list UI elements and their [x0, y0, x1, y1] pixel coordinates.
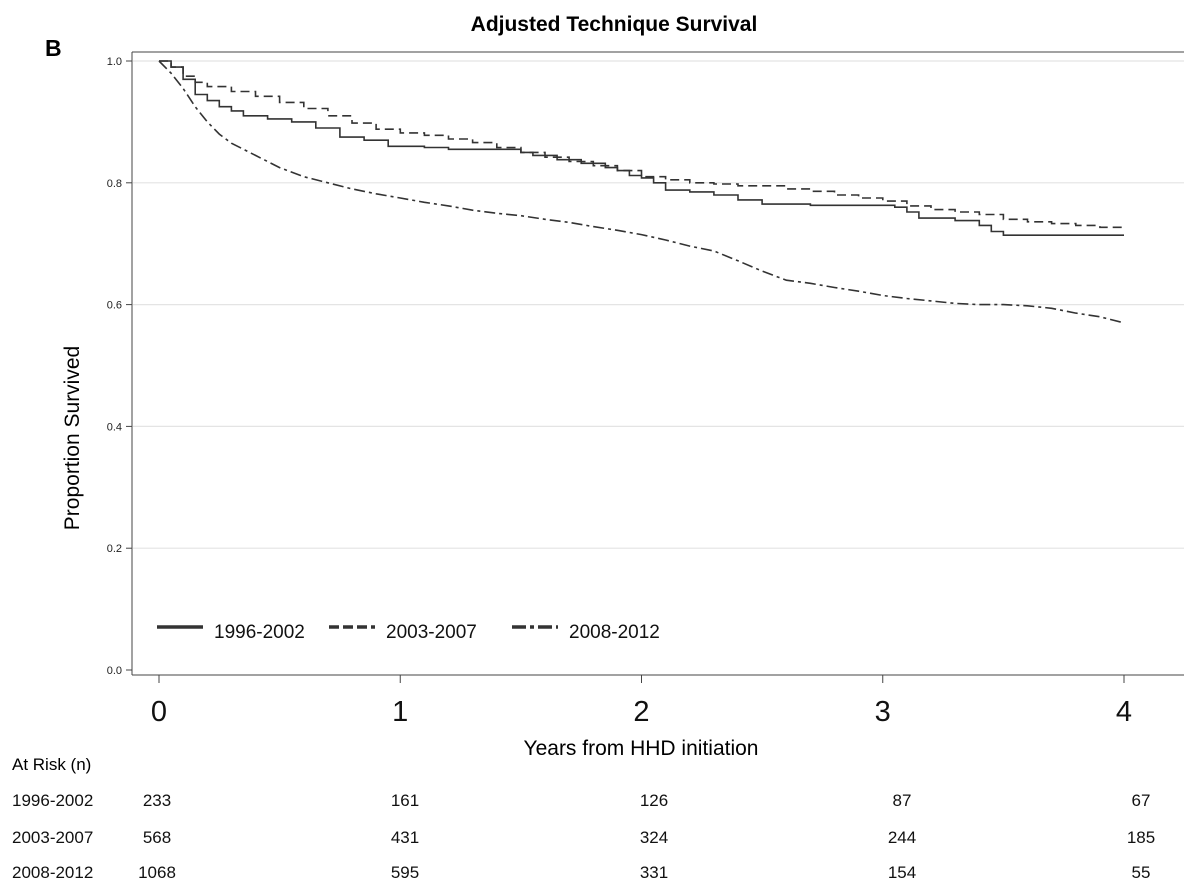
series-line-2003-2007	[159, 60, 1125, 229]
legend: 1996-2002 2003-2007 2008-2012	[157, 622, 660, 643]
at-risk-value: 126	[640, 791, 668, 810]
y-tick-label: 0.0	[107, 665, 122, 677]
x-tick-label: 3	[875, 696, 891, 728]
at-risk-value: 154	[888, 863, 916, 882]
at-risk-value: 595	[391, 863, 419, 882]
at-risk-value: 568	[143, 828, 171, 847]
at-risk-value: 1068	[138, 863, 176, 882]
at-risk-value: 233	[143, 791, 171, 810]
y-axis-ticks: 0.0 0.2 0.4 0.6 0.8 1.0	[107, 56, 132, 677]
at-risk-value: 324	[640, 828, 668, 847]
at-risk-value: 67	[1132, 791, 1151, 810]
chart-title: Adjusted Technique Survival	[471, 13, 758, 36]
legend-label: 2003-2007	[386, 622, 477, 643]
at-risk-value: 244	[888, 828, 916, 847]
legend-label: 1996-2002	[214, 622, 305, 643]
y-axis-label: Proportion Survived	[61, 346, 84, 530]
at-risk-value: 331	[640, 863, 668, 882]
at-risk-value: 431	[391, 828, 419, 847]
x-tick-label: 0	[151, 696, 167, 728]
y-tick-label: 0.2	[107, 543, 122, 555]
at-risk-header: At Risk (n)	[12, 755, 91, 774]
x-tick-label: 2	[633, 696, 649, 728]
x-tick-label: 4	[1116, 696, 1132, 728]
y-tick-label: 0.8	[107, 178, 122, 190]
at-risk-row-label: 2003-2007	[12, 828, 93, 847]
y-tick-label: 0.6	[107, 300, 122, 312]
at-risk-value: 87	[893, 791, 912, 810]
y-tick-label: 0.4	[107, 421, 122, 433]
at-risk-value: 55	[1132, 863, 1151, 882]
gridlines	[133, 60, 1184, 549]
x-tick-label: 1	[392, 696, 408, 728]
x-axis-label: Years from HHD initiation	[524, 737, 759, 760]
plot-area: 0.0 0.2 0.4 0.6 0.8 1.0 0 1 2 3 4	[107, 51, 1184, 728]
series-lines	[158, 60, 1125, 324]
x-axis-ticks: 0 1 2 3 4	[151, 675, 1132, 728]
series-line-2008-2012	[158, 60, 1125, 324]
panel-label: B	[45, 35, 62, 61]
at-risk-value: 185	[1127, 828, 1155, 847]
y-tick-label: 1.0	[107, 56, 122, 68]
at-risk-row-label: 1996-2002	[12, 791, 93, 810]
at-risk-table: At Risk (n) 1996-2002 233 161 126 87 67 2003-2…	[12, 755, 1155, 882]
at-risk-value: 161	[391, 791, 419, 810]
series-line-1996-2002	[159, 60, 1124, 236]
legend-label: 2008-2012	[569, 622, 660, 643]
at-risk-row-label: 2008-2012	[12, 863, 93, 882]
